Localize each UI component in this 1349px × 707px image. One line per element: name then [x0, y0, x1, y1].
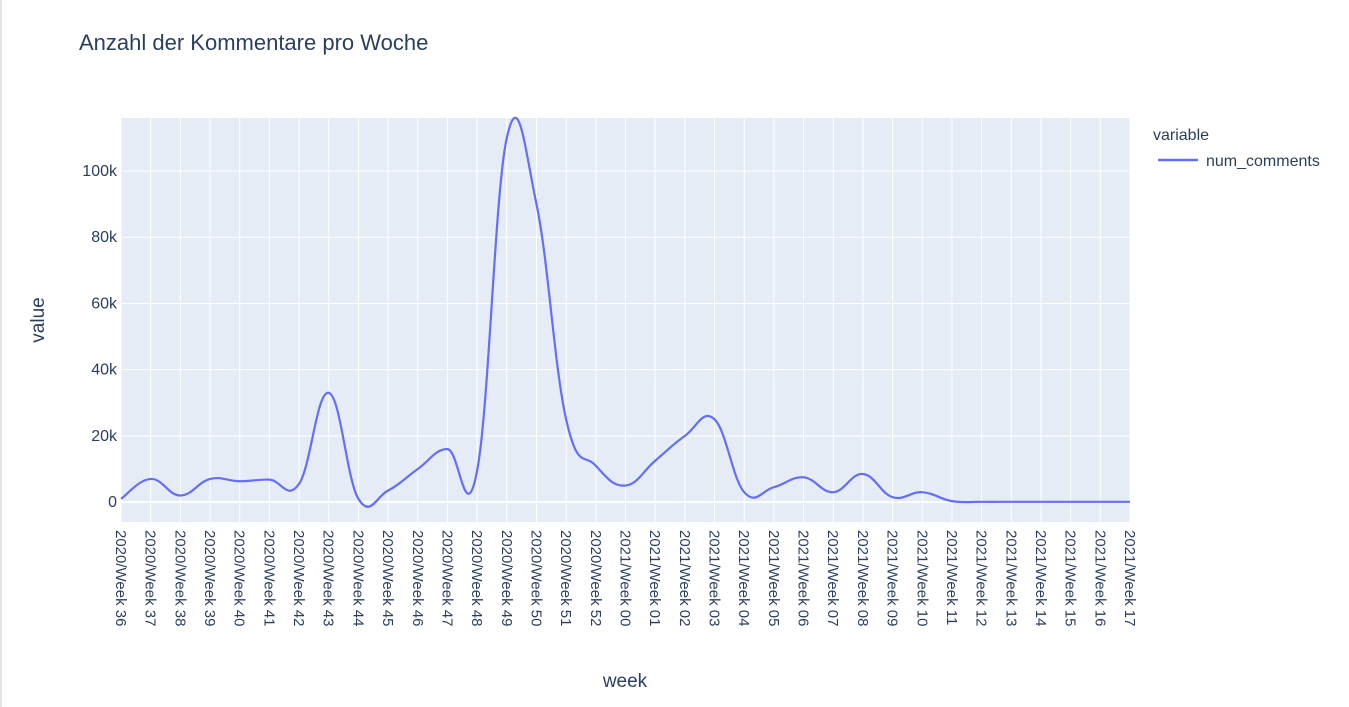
x-tick-label: 2021/Week 12: [973, 530, 990, 626]
x-tick-label: 2021/Week 11: [943, 530, 960, 625]
y-tick-label: 80k: [91, 229, 118, 246]
data-point[interactable]: [504, 135, 510, 141]
data-point[interactable]: [444, 446, 450, 452]
data-point[interactable]: [801, 474, 807, 480]
data-point[interactable]: [355, 496, 361, 502]
x-axis-title: week: [602, 671, 648, 692]
x-tick-label: 2021/Week 16: [1091, 530, 1108, 626]
x-tick-label: 2021/Week 02: [676, 530, 693, 626]
x-tick-label: 2021/Week 14: [1032, 530, 1049, 626]
x-tick-label: 2021/Week 17: [1121, 530, 1138, 626]
data-point[interactable]: [415, 466, 421, 472]
y-tick-label: 40k: [91, 362, 118, 379]
data-point[interactable]: [919, 489, 925, 495]
x-tick-label: 2021/Week 01: [646, 530, 663, 626]
data-point[interactable]: [533, 201, 539, 207]
x-tick-label: 2020/Week 45: [379, 530, 396, 626]
x-tick-label: 2021/Week 13: [1002, 530, 1019, 626]
x-tick-label: 2020/Week 37: [142, 530, 159, 626]
x-axis-ticks: 2020/Week 36 2020/Week 37 2020/Week 38 2020…: [112, 530, 1138, 626]
data-point[interactable]: [563, 416, 569, 422]
x-tick-label: 2021/Week 07: [824, 530, 841, 626]
y-axis-title: value: [28, 297, 49, 342]
x-tick-label: 2020/Week 41: [260, 530, 277, 626]
data-point[interactable]: [860, 471, 866, 477]
x-tick-label: 2021/Week 08: [854, 530, 871, 626]
data-point[interactable]: [326, 390, 332, 396]
data-point[interactable]: [682, 433, 688, 439]
x-tick-label: 2020/Week 50: [527, 530, 544, 626]
data-point[interactable]: [177, 493, 183, 499]
y-tick-label: 100k: [82, 163, 118, 180]
x-tick-label: 2020/Week 43: [320, 530, 337, 626]
data-point[interactable]: [652, 458, 658, 464]
gridlines: [120, 118, 1131, 522]
data-point[interactable]: [296, 481, 302, 487]
x-tick-label: 2021/Week 06: [795, 530, 812, 626]
x-tick-label: 2020/Week 47: [438, 530, 455, 626]
data-point[interactable]: [237, 478, 243, 484]
data-point[interactable]: [1127, 499, 1133, 505]
legend[interactable]: variable num_comments: [1153, 127, 1320, 170]
data-point[interactable]: [118, 496, 124, 502]
x-tick-label: 2021/Week 10: [913, 530, 930, 626]
data-point[interactable]: [949, 498, 955, 504]
data-point[interactable]: [890, 494, 896, 500]
x-tick-label: 2020/Week 36: [112, 530, 129, 626]
chart-title: Anzahl der Kommentare pro Woche: [79, 30, 428, 55]
x-tick-label: 2020/Week 49: [498, 530, 515, 626]
y-axis-ticks: 0 20k 40k 60k 80k 100k: [82, 163, 118, 511]
data-point[interactable]: [1068, 499, 1074, 505]
x-tick-label: 2021/Week 00: [617, 530, 634, 626]
data-point[interactable]: [266, 477, 272, 483]
y-tick-label: 0: [108, 494, 117, 511]
data-point[interactable]: [593, 463, 599, 469]
data-point[interactable]: [771, 484, 777, 490]
data-point[interactable]: [474, 468, 480, 474]
x-tick-label: 2020/Week 48: [468, 530, 485, 626]
data-point[interactable]: [741, 489, 747, 495]
data-point[interactable]: [148, 476, 154, 482]
data-point[interactable]: [1008, 499, 1014, 505]
data-point[interactable]: [207, 476, 213, 482]
series-layer: [118, 116, 1133, 508]
x-tick-label: 2020/Week 46: [409, 530, 426, 626]
x-tick-label: 2020/Week 39: [201, 530, 218, 626]
x-tick-label: 2021/Week 04: [735, 530, 752, 626]
x-tick-label: 2020/Week 40: [231, 530, 248, 626]
data-point[interactable]: [623, 483, 629, 489]
x-tick-label: 2021/Week 15: [1062, 530, 1079, 626]
x-tick-label: 2020/Week 51: [557, 530, 574, 626]
data-point[interactable]: [1097, 499, 1103, 505]
data-point[interactable]: [1038, 499, 1044, 505]
data-point[interactable]: [385, 488, 391, 494]
x-tick-label: 2021/Week 09: [884, 530, 901, 626]
legend-item-num-comments[interactable]: num_comments: [1206, 153, 1320, 170]
x-tick-label: 2021/Week 05: [765, 530, 782, 626]
x-tick-label: 2021/Week 03: [706, 530, 723, 626]
data-point[interactable]: [979, 499, 985, 505]
x-tick-label: 2020/Week 42: [290, 530, 307, 626]
y-tick-label: 60k: [91, 295, 118, 312]
x-tick-label: 2020/Week 52: [587, 530, 604, 626]
data-point[interactable]: [830, 489, 836, 495]
x-tick-label: 2020/Week 44: [349, 530, 366, 626]
legend-title: variable: [1153, 127, 1209, 144]
data-point[interactable]: [712, 416, 718, 422]
x-tick-label: 2020/Week 38: [171, 530, 188, 626]
y-tick-label: 20k: [91, 428, 118, 445]
left-frame-border: [0, 0, 2, 707]
series-line-num-comments[interactable]: [120, 116, 1130, 508]
